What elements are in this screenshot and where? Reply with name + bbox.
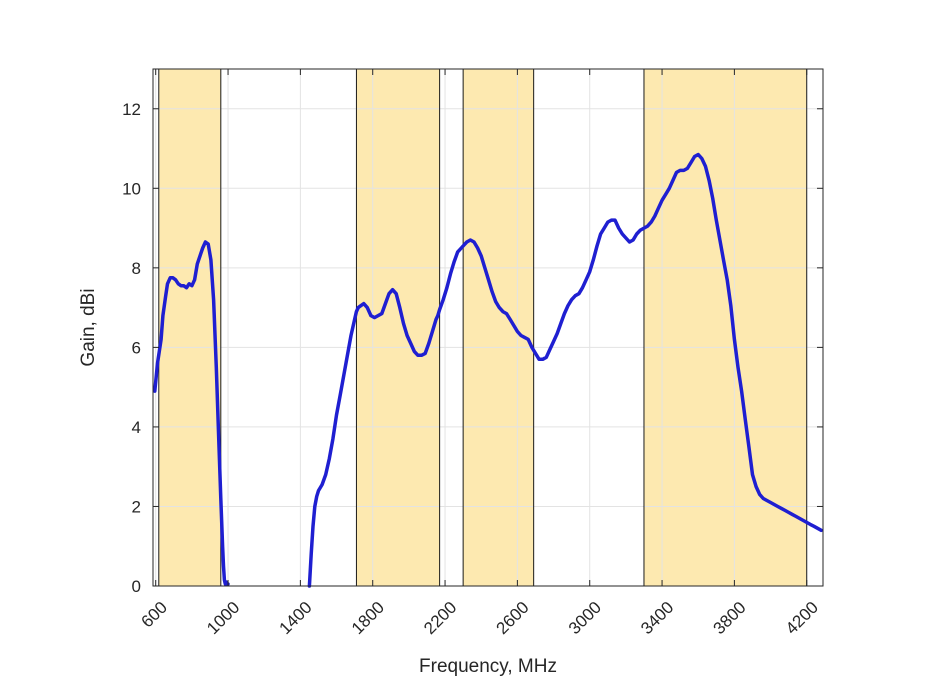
frequency-bands bbox=[158, 69, 807, 586]
axes-box bbox=[152, 68, 824, 587]
gain-series bbox=[153, 152, 823, 588]
axes bbox=[152, 68, 824, 587]
band-3 bbox=[463, 69, 534, 586]
x-axis-title: Frequency, MHz bbox=[419, 656, 557, 677]
y-axis-title: Gain, dBi bbox=[78, 288, 99, 366]
y-tick-label: 4 bbox=[132, 418, 141, 437]
y-tick-label: 0 bbox=[132, 577, 141, 596]
y-tick-label: 8 bbox=[132, 259, 141, 278]
y-tick-label: 2 bbox=[132, 497, 141, 516]
band-4 bbox=[643, 69, 807, 586]
y-axis-ticks: 0 2 4 6 8 10 12 bbox=[122, 100, 823, 596]
y-tick-label: 10 bbox=[122, 179, 141, 198]
gain-line-segment-1 bbox=[153, 240, 230, 586]
y-tick-label: 6 bbox=[132, 338, 141, 357]
band-2 bbox=[356, 69, 440, 586]
y-tick-label: 12 bbox=[122, 100, 141, 119]
gain-line-segment-2 bbox=[307, 152, 823, 588]
band-edge-lines bbox=[158, 69, 808, 586]
band-1 bbox=[158, 69, 221, 586]
